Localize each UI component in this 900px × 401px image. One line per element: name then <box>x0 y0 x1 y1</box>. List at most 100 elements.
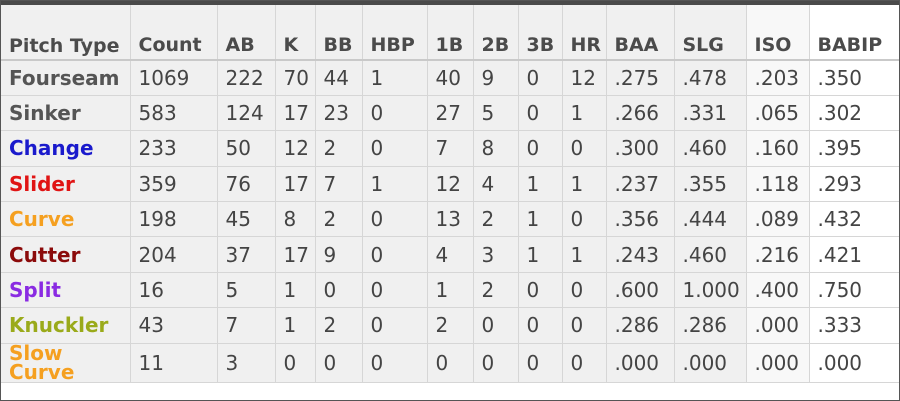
stat-cell: 50 <box>217 130 276 167</box>
table-row: Slider 359 76 17 7 1 12 4 1 1.237.355.118.293 <box>1 166 899 203</box>
stat-cell: 2 <box>473 272 519 309</box>
stat-cell: 2 <box>315 130 363 167</box>
column-header: 1B <box>427 5 474 61</box>
stat-cell: 0 <box>473 307 519 344</box>
stat-cell: 8 <box>275 201 316 238</box>
stat-cell: 2 <box>315 201 363 238</box>
pitch-type-cell: Slow Curve <box>1 343 131 383</box>
stat-cell: 0 <box>275 343 316 383</box>
stat-cell: 2 <box>427 307 474 344</box>
stat-cell: .400 <box>746 272 810 309</box>
column-header: Pitch Type <box>1 5 131 61</box>
stat-cell: 3 <box>217 343 276 383</box>
stat-cell: 12 <box>275 130 316 167</box>
stat-cell: 40 <box>427 60 474 96</box>
stat-cell: .065 <box>746 95 810 132</box>
stat-cell: .000 <box>674 343 747 383</box>
stat-cell: 0 <box>362 343 428 383</box>
column-header: Count <box>130 5 218 61</box>
table-row: Curve 198 45 8 2 0 13 2 1 0.356.444.089.432 <box>1 201 899 238</box>
stat-cell: .331 <box>674 95 747 132</box>
stat-cell: .444 <box>674 201 747 238</box>
column-header: BAA <box>606 5 675 61</box>
stat-cell: .118 <box>746 166 810 203</box>
stat-cell: 45 <box>217 201 276 238</box>
stat-cell: .160 <box>746 130 810 167</box>
stat-cell: .243 <box>606 236 675 273</box>
stat-cell: 0 <box>518 343 563 383</box>
stat-cell: .266 <box>606 95 675 132</box>
stat-cell: 7 <box>217 307 276 344</box>
stat-cell: 1069 <box>130 60 218 96</box>
stat-cell: 5 <box>473 95 519 132</box>
column-header: BABIP <box>809 5 899 61</box>
stat-cell: 0 <box>518 307 563 344</box>
stat-cell: .000 <box>606 343 675 383</box>
stat-cell: .000 <box>809 343 899 383</box>
stat-cell: 17 <box>275 236 316 273</box>
stat-cell: 76 <box>217 166 276 203</box>
stat-cell: 9 <box>473 60 519 96</box>
stat-cell: .237 <box>606 166 675 203</box>
stat-cell: 204 <box>130 236 218 273</box>
stat-cell: 0 <box>362 236 428 273</box>
pitch-stats-table: Pitch Type Count AB K BB HBP 1B 2B 3B HR BAA SLG ISO… <box>1 5 899 383</box>
stat-cell: .203 <box>746 60 810 96</box>
stat-cell: 17 <box>275 95 316 132</box>
stat-cell: .750 <box>809 272 899 309</box>
stat-cell: 0 <box>518 95 563 132</box>
column-header: ISO <box>746 5 810 61</box>
column-header: SLG <box>674 5 747 61</box>
stat-cell: 5 <box>217 272 276 309</box>
stat-cell: .000 <box>746 307 810 344</box>
stat-cell: 70 <box>275 60 316 96</box>
pitch-type-cell: Curve <box>1 201 131 238</box>
stat-cell: .300 <box>606 130 675 167</box>
stat-cell: 4 <box>427 236 474 273</box>
column-header: 3B <box>518 5 563 61</box>
stat-cell: 2 <box>473 201 519 238</box>
stat-cell: 1 <box>362 166 428 203</box>
pitch-type-cell: Cutter <box>1 236 131 273</box>
pitch-type-cell: Sinker <box>1 95 131 132</box>
stat-cell: .356 <box>606 201 675 238</box>
stat-cell: 0 <box>427 343 474 383</box>
column-header: BB <box>315 5 363 61</box>
stat-cell: .355 <box>674 166 747 203</box>
stat-cell: 0 <box>562 307 607 344</box>
stat-cell: 1 <box>518 236 563 273</box>
stat-cell: 0 <box>562 130 607 167</box>
column-header: AB <box>217 5 276 61</box>
pitch-type-cell: Fourseam <box>1 60 131 96</box>
stat-cell: 0 <box>518 60 563 96</box>
stat-cell: 0 <box>362 201 428 238</box>
stat-cell: 0 <box>518 272 563 309</box>
column-header: 2B <box>473 5 519 61</box>
stat-cell: .000 <box>746 343 810 383</box>
stat-cell: 43 <box>130 307 218 344</box>
header-row: Pitch Type Count AB K BB HBP 1B 2B 3B HR BAA SLG ISO… <box>1 5 899 61</box>
stat-cell: 44 <box>315 60 363 96</box>
stat-cell: 1.000 <box>674 272 747 309</box>
stat-cell: .460 <box>674 236 747 273</box>
pitch-type-cell: Slider <box>1 166 131 203</box>
stat-cell: 0 <box>315 272 363 309</box>
stat-cell: .432 <box>809 201 899 238</box>
stat-cell: .275 <box>606 60 675 96</box>
stat-cell: 222 <box>217 60 276 96</box>
stat-cell: 583 <box>130 95 218 132</box>
column-header: K <box>275 5 316 61</box>
stat-cell: 359 <box>130 166 218 203</box>
stat-cell: 1 <box>427 272 474 309</box>
stat-cell: 1 <box>518 166 563 203</box>
pitch-type-cell: Split <box>1 272 131 309</box>
stat-cell: 7 <box>427 130 474 167</box>
column-header: HBP <box>362 5 428 61</box>
stat-cell: 0 <box>362 307 428 344</box>
stat-cell: 0 <box>562 343 607 383</box>
stat-cell: 1 <box>562 236 607 273</box>
stat-cell: 0 <box>362 130 428 167</box>
stat-cell: .089 <box>746 201 810 238</box>
stat-cell: 1 <box>518 201 563 238</box>
stat-cell: .421 <box>809 236 899 273</box>
